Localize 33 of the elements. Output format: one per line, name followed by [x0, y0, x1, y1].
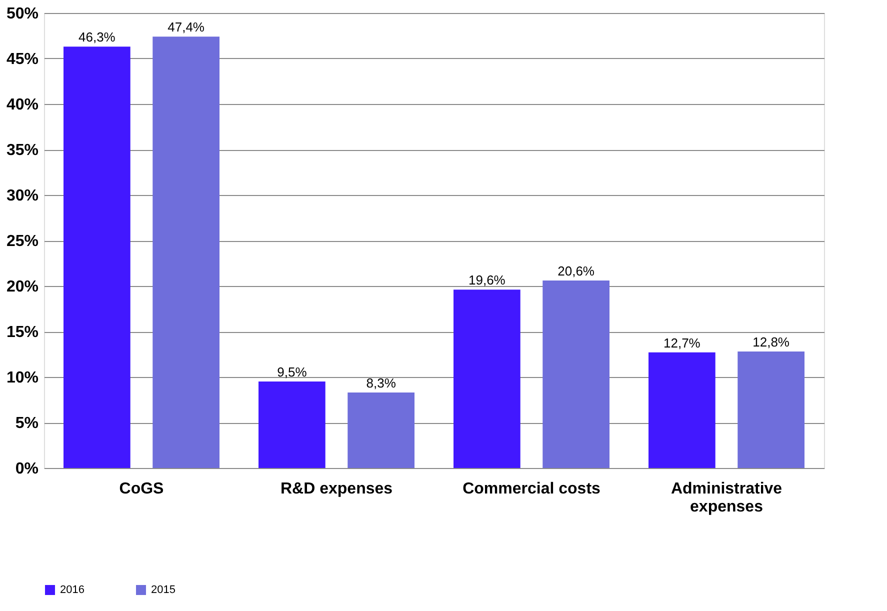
bar [648, 352, 716, 468]
y-tick-label: 25% [6, 233, 38, 250]
y-tick-label: 10% [6, 370, 38, 386]
data-label: 12,8% [752, 334, 790, 350]
y-tick-label: 45% [6, 51, 38, 68]
y-tick-label: 5% [15, 415, 38, 432]
bar [454, 290, 520, 468]
data-label: 8,3% [366, 375, 396, 390]
data-label: 19,6% [468, 272, 506, 288]
y-tick-label: 20% [6, 278, 38, 296]
bar [738, 352, 804, 468]
data-label: 9,5% [277, 364, 308, 380]
y-tick-label: 35% [6, 142, 38, 159]
data-label: 12,7% [663, 335, 701, 350]
data-label: 20,6% [558, 264, 595, 279]
x-tick-label: R&D expenses [280, 480, 393, 498]
y-tick-label: 40% [6, 96, 38, 114]
y-tick-label: 15% [6, 324, 38, 341]
bar [542, 280, 610, 468]
bar [258, 382, 326, 468]
data-label: 47,4% [168, 20, 205, 35]
data-label: 46,3% [78, 30, 116, 45]
legend-label: 2015 [151, 584, 176, 596]
legend-label: 2016 [60, 584, 84, 596]
bar [64, 46, 130, 468]
y-tick-label: 0% [15, 460, 38, 478]
bar [348, 392, 414, 468]
x-tick-label: CoGS [119, 480, 164, 498]
bar [152, 36, 220, 468]
x-tick-label: Administrative expenses [670, 480, 782, 516]
y-tick-label: 30% [6, 188, 38, 204]
y-tick-label: 50% [6, 6, 38, 22]
x-tick-label: Commercial costs [462, 480, 601, 498]
